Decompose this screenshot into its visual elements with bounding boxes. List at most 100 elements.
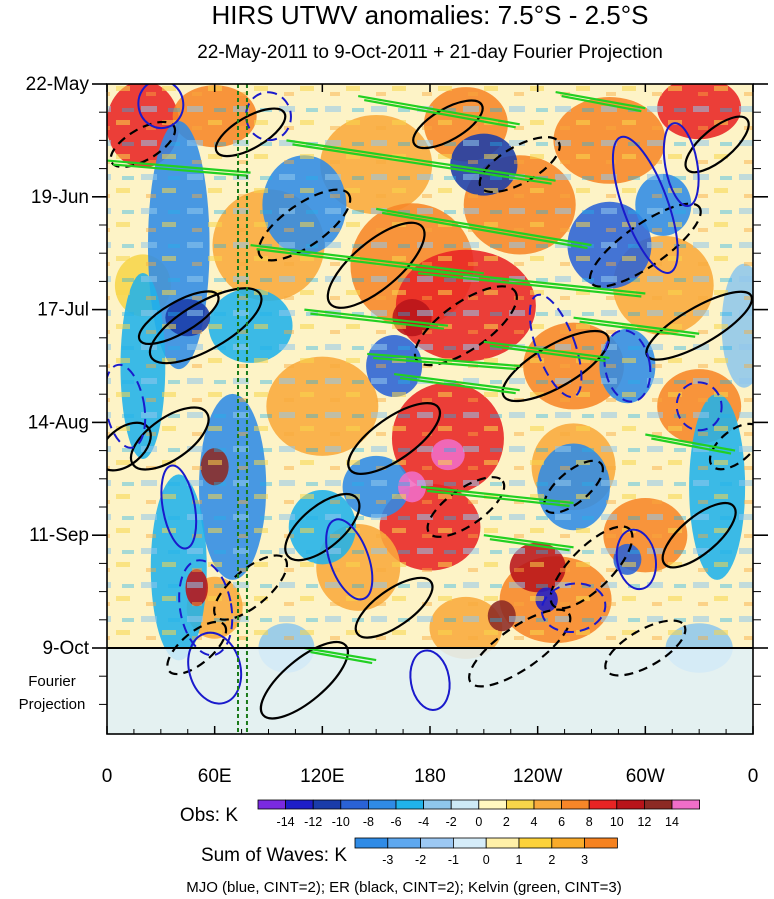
er-contour [604, 619, 687, 677]
kelvin-contour [310, 312, 445, 330]
kelvin-contour [555, 90, 646, 110]
obs-colorbar-swatch [257, 799, 287, 810]
obs-colorbar-tick-label: 6 [558, 815, 565, 829]
obs-colorbar-tick-label: -12 [304, 815, 322, 829]
reference-lines [236, 84, 248, 734]
waves-colorbar-swatch [485, 837, 520, 849]
er-contour [137, 290, 220, 346]
waves-colorbar-tick-label: -3 [382, 853, 393, 867]
waves-colorbar-swatch [452, 837, 487, 849]
obs-colorbar-tick-label: 14 [665, 815, 679, 829]
waves-colorbar-tick-label: 0 [483, 853, 490, 867]
obs-colorbar-label: Obs: K [180, 805, 238, 826]
obs-colorbar-swatch [285, 799, 314, 810]
kelvin-contour [358, 95, 520, 126]
er-contour [257, 188, 352, 262]
er-contour [426, 476, 506, 538]
er-contour [109, 120, 177, 169]
kelvin-contour [420, 485, 574, 505]
waves-colorbar-swatch [551, 837, 585, 849]
waves-colorbar-swatch [387, 837, 421, 849]
obs-colorbar-tick-label: -8 [363, 815, 374, 829]
obs-colorbar-swatch [450, 799, 480, 810]
obs-colorbar-tick-label: -14 [277, 815, 295, 829]
er-contour [213, 554, 289, 621]
obs-colorbar-swatch [478, 799, 507, 810]
kelvin-contour [367, 352, 520, 368]
kelvin-contour [107, 159, 251, 174]
chart-subtitle: 22-May-2011 to 9-Oct-2011 + 21-day Fouri… [197, 42, 663, 63]
er-contour [684, 115, 750, 174]
y-tick-label: 9-Oct [43, 638, 90, 659]
obs-colorbar-tick-label: -2 [446, 815, 457, 829]
projection-label-line2: Projection [19, 696, 86, 713]
er-contour [354, 576, 434, 639]
er-contour [326, 221, 426, 309]
kelvin-contour [426, 489, 570, 508]
er-contour [708, 422, 753, 471]
obs-colorbar-swatch [533, 799, 563, 810]
obs-colorbar-swatch [340, 799, 369, 810]
obs-colorbar-tick-label: 8 [586, 815, 593, 829]
kelvin-contours [107, 90, 736, 665]
er-contour [259, 640, 349, 720]
x-tick-label: 180 [414, 766, 446, 787]
er-contours [107, 99, 753, 720]
obs-colorbar-tick-label: 12 [637, 815, 651, 829]
waves-colorbar-tick-label: 1 [516, 853, 523, 867]
obs-colorbar-tick-label: 10 [610, 815, 624, 829]
mjo-contour [603, 329, 652, 403]
mjo-contour [187, 631, 243, 705]
y-tick-label: 22-May [26, 74, 90, 95]
er-contour [284, 493, 361, 562]
x-tick-label: 60E [198, 766, 232, 787]
mjo-contour [662, 122, 700, 208]
obs-colorbar-tick-label: 0 [475, 815, 482, 829]
mjo-contour [540, 582, 607, 633]
obs-colorbar-swatch [616, 799, 645, 810]
kelvin-contour [579, 320, 696, 338]
waves-colorbar-swatch [518, 837, 553, 849]
x-tick-label: 120W [513, 766, 563, 787]
obs-colorbar-swatch [671, 799, 701, 810]
obs-colorbar-swatch [312, 799, 342, 810]
er-contour [166, 620, 228, 676]
plot-area [107, 84, 753, 734]
er-contour [543, 459, 604, 515]
obs-colorbar-swatch [423, 799, 452, 810]
waves-colorbar-label: Sum of Waves: K [201, 845, 347, 866]
waves-colorbar-swatch [354, 837, 389, 849]
er-contour [107, 421, 152, 472]
kelvin-contour [310, 650, 373, 665]
kelvin-contour [573, 316, 700, 335]
mjo-contour [409, 649, 451, 711]
mjo-contour [675, 381, 723, 432]
kelvin-contour [411, 268, 646, 295]
er-contour [347, 402, 442, 475]
kelvin-contour [483, 534, 574, 549]
kelvin-contour [561, 94, 642, 113]
obs-colorbar-tick-label: -6 [390, 815, 401, 829]
y-axis: 22-May 19-Jun 17-Jul 14-Aug 11-Sep 9-Oct [26, 74, 768, 705]
y-tick-label: 17-Jul [37, 300, 89, 321]
obs-colorbar-swatch [395, 799, 425, 810]
waves-colorbar-swatch [584, 837, 618, 849]
er-contour [661, 501, 737, 569]
mjo-contour [178, 559, 234, 657]
kelvin-contour [489, 538, 570, 552]
obs-colorbar-swatch [505, 799, 535, 810]
er-contour [214, 107, 287, 158]
kelvin-contour [399, 376, 516, 395]
x-tick-label: 120E [300, 766, 344, 787]
obs-colorbar-tick-label: -10 [332, 815, 350, 829]
obs-colorbar-swatch [588, 799, 618, 810]
kelvin-contour [112, 163, 247, 177]
kelvin-contour [373, 356, 516, 371]
er-contour [501, 329, 610, 403]
kelvin-contour [292, 143, 552, 185]
kelvin-contour [304, 646, 377, 662]
projection-label-line1: Fourier [28, 673, 76, 690]
obs-colorbar-tick-label: -4 [418, 815, 429, 829]
er-contour [468, 608, 572, 688]
